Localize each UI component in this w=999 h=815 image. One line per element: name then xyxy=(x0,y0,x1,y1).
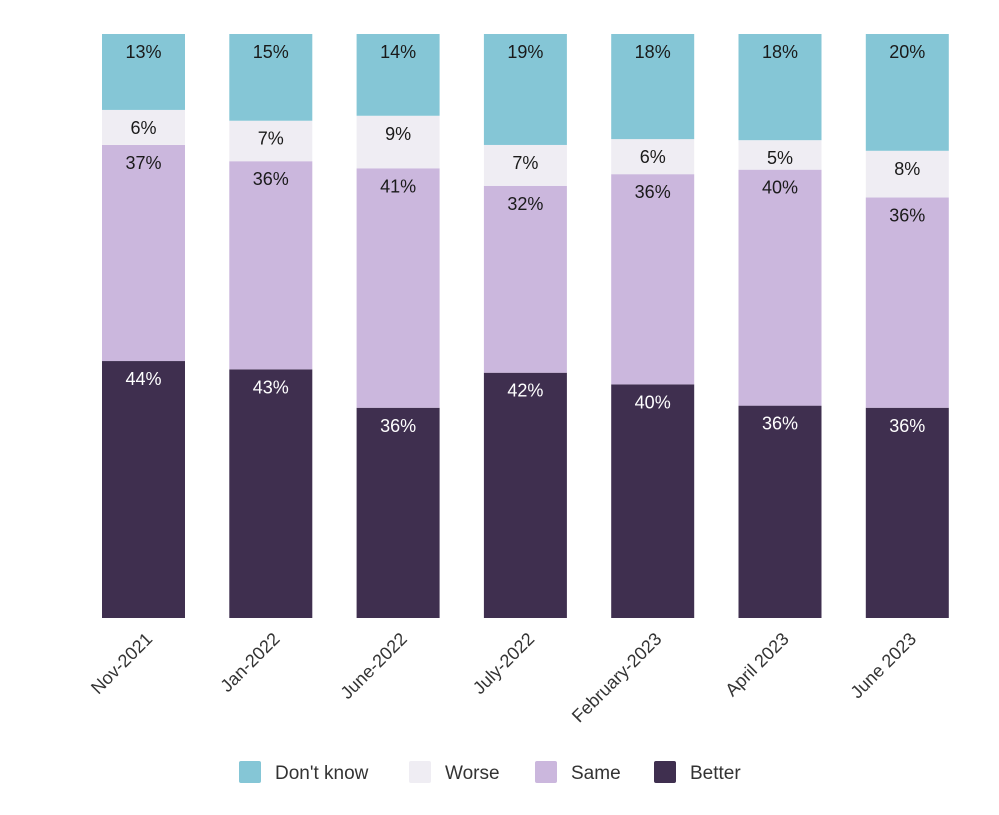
value-label-don-t-know-april-2023: 18% xyxy=(762,42,798,62)
value-label-same-february-2023: 36% xyxy=(635,182,671,202)
x-tick-label-april-2023: April 2023 xyxy=(721,629,792,700)
bar-segment-same-june-2023 xyxy=(865,197,949,408)
x-tick-label-jan-2022: Jan-2022 xyxy=(216,629,283,696)
bar-segment-same-july-2022 xyxy=(483,185,567,373)
value-label-don-t-know-february-2023: 18% xyxy=(635,42,671,62)
value-label-don-t-know-june-2023: 20% xyxy=(889,42,925,62)
value-label-better-april-2023: 36% xyxy=(762,414,798,434)
value-label-better-jan-2022: 43% xyxy=(253,377,289,397)
value-label-better-june-2023: 36% xyxy=(889,416,925,436)
legend-swatch-don-t-know xyxy=(239,761,261,783)
value-label-better-june-2022: 36% xyxy=(380,416,416,436)
bar-segment-better-nov-2021 xyxy=(102,361,185,618)
bar-segment-better-jan-2022 xyxy=(229,369,313,618)
bar-segment-don-t-know-jan-2022 xyxy=(229,34,313,121)
bar-segment-worse-nov-2021 xyxy=(102,109,185,145)
legend-label-don-t-know: Don't know xyxy=(275,763,369,784)
legend-label-same: Same xyxy=(571,763,621,784)
legend-swatch-worse xyxy=(409,761,431,783)
x-tick-label-nov-2021: Nov-2021 xyxy=(87,629,156,698)
bar-segment-don-t-know-february-2023 xyxy=(611,34,695,140)
bar-segment-same-february-2023 xyxy=(611,174,695,385)
value-label-better-nov-2021: 44% xyxy=(125,369,161,389)
x-tick-label-july-2022: July-2022 xyxy=(469,629,538,698)
bar-segment-worse-april-2023 xyxy=(738,140,822,170)
legend-label-better: Better xyxy=(690,763,741,784)
x-tick-label-june-2022: June-2022 xyxy=(337,629,411,703)
bar-segment-don-t-know-nov-2021 xyxy=(102,34,185,110)
value-label-same-june-2023: 36% xyxy=(889,206,925,226)
legend: Don't know Worse Same Better xyxy=(239,761,741,784)
x-axis-tick-labels: Nov-2021 Jan-2022 June-2022 July-2022 Februa… xyxy=(87,629,920,727)
value-label-same-april-2023: 40% xyxy=(762,178,798,198)
value-label-don-t-know-july-2022: 19% xyxy=(507,42,543,62)
bar-segment-better-july-2022 xyxy=(483,372,567,618)
value-label-better-july-2022: 42% xyxy=(507,381,543,401)
legend-swatch-same xyxy=(535,761,557,783)
value-label-same-july-2022: 32% xyxy=(507,194,543,214)
bars-layer xyxy=(102,34,949,618)
value-labels-layer: 44% 37% 6% 13% 43% 36% 7% 15% 36% 41% 9% 14% 42% 32% 7… xyxy=(125,42,925,436)
value-label-don-t-know-nov-2021: 13% xyxy=(125,42,161,62)
bar-segment-worse-june-2023 xyxy=(865,150,949,198)
bar-segment-same-jan-2022 xyxy=(229,161,313,370)
bar-segment-don-t-know-july-2022 xyxy=(483,34,567,145)
value-label-worse-february-2023: 6% xyxy=(640,147,666,167)
legend-swatch-better xyxy=(654,761,676,783)
x-tick-label-june-2023: June 2023 xyxy=(847,629,921,703)
value-label-better-february-2023: 40% xyxy=(635,392,671,412)
bar-segment-don-t-know-june-2022 xyxy=(356,34,440,116)
legend-label-worse: Worse xyxy=(445,763,500,784)
bar-segment-better-february-2023 xyxy=(611,384,695,618)
bar-segment-same-april-2023 xyxy=(738,169,822,406)
value-label-same-nov-2021: 37% xyxy=(125,153,161,173)
value-label-worse-jan-2022: 7% xyxy=(258,129,284,149)
bar-segment-worse-jan-2022 xyxy=(229,120,313,162)
bar-segment-same-june-2022 xyxy=(356,168,440,408)
bar-segment-worse-june-2022 xyxy=(356,115,440,169)
bar-segment-same-nov-2021 xyxy=(102,144,185,362)
value-label-worse-july-2022: 7% xyxy=(512,153,538,173)
bar-segment-better-june-2022 xyxy=(356,407,440,618)
bar-segment-don-t-know-april-2023 xyxy=(738,34,822,141)
x-tick-label-february-2023: February-2023 xyxy=(568,629,666,727)
value-label-worse-june-2023: 8% xyxy=(894,159,920,179)
bar-segment-better-april-2023 xyxy=(738,405,822,618)
bar-segment-don-t-know-june-2023 xyxy=(865,34,949,151)
bar-segment-better-june-2023 xyxy=(865,407,949,618)
value-label-worse-april-2023: 5% xyxy=(767,148,793,168)
value-label-same-june-2022: 41% xyxy=(380,176,416,196)
value-label-don-t-know-june-2022: 14% xyxy=(380,42,416,62)
bar-segment-worse-july-2022 xyxy=(483,144,567,186)
value-label-don-t-know-jan-2022: 15% xyxy=(253,42,289,62)
bar-segment-worse-february-2023 xyxy=(611,139,695,175)
value-label-worse-june-2022: 9% xyxy=(385,124,411,144)
value-label-worse-nov-2021: 6% xyxy=(130,118,156,138)
value-label-same-jan-2022: 36% xyxy=(253,169,289,189)
